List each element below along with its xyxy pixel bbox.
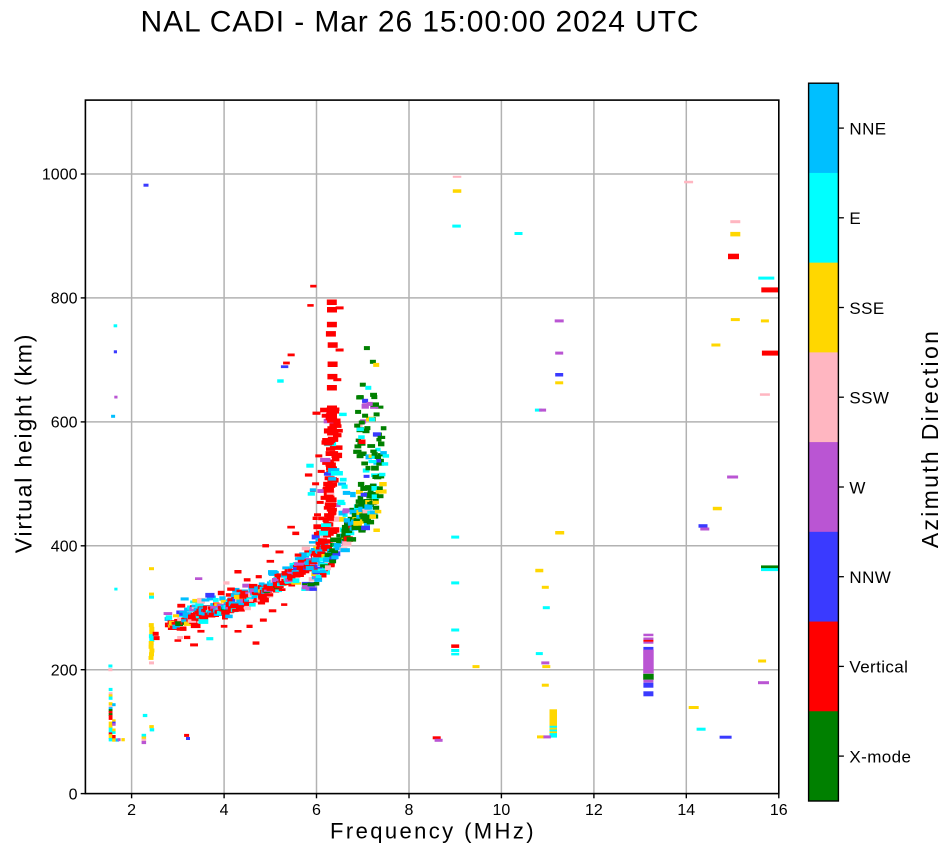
svg-text:0: 0 — [69, 786, 78, 803]
svg-text:NAL CADI - Mar 26 15:00:00 202: NAL CADI - Mar 26 15:00:00 2024 UTC — [141, 6, 700, 39]
svg-text:SSE: SSE — [849, 299, 884, 318]
svg-text:4: 4 — [220, 802, 229, 819]
svg-text:600: 600 — [51, 415, 78, 432]
svg-text:800: 800 — [51, 291, 78, 308]
svg-text:SSW: SSW — [849, 389, 889, 408]
svg-text:Frequency (MHz): Frequency (MHz) — [330, 819, 536, 844]
svg-text:Vertical: Vertical — [849, 658, 908, 677]
svg-text:1000: 1000 — [42, 167, 78, 184]
svg-text:Virtual height (km): Virtual height (km) — [11, 333, 37, 553]
svg-text:E: E — [849, 209, 861, 228]
svg-text:8: 8 — [405, 802, 414, 819]
svg-text:W: W — [849, 478, 865, 497]
svg-text:NNE: NNE — [849, 119, 886, 138]
svg-text:200: 200 — [51, 662, 78, 679]
svg-text:12: 12 — [585, 802, 603, 819]
svg-text:10: 10 — [493, 802, 511, 819]
svg-text:6: 6 — [312, 802, 321, 819]
svg-text:Azimuth Direction: Azimuth Direction — [917, 329, 943, 548]
svg-text:400: 400 — [51, 539, 78, 556]
svg-text:16: 16 — [770, 802, 788, 819]
svg-text:X-mode: X-mode — [849, 747, 911, 766]
svg-text:2: 2 — [127, 802, 136, 819]
svg-text:14: 14 — [677, 802, 695, 819]
svg-text:NNW: NNW — [849, 568, 891, 587]
